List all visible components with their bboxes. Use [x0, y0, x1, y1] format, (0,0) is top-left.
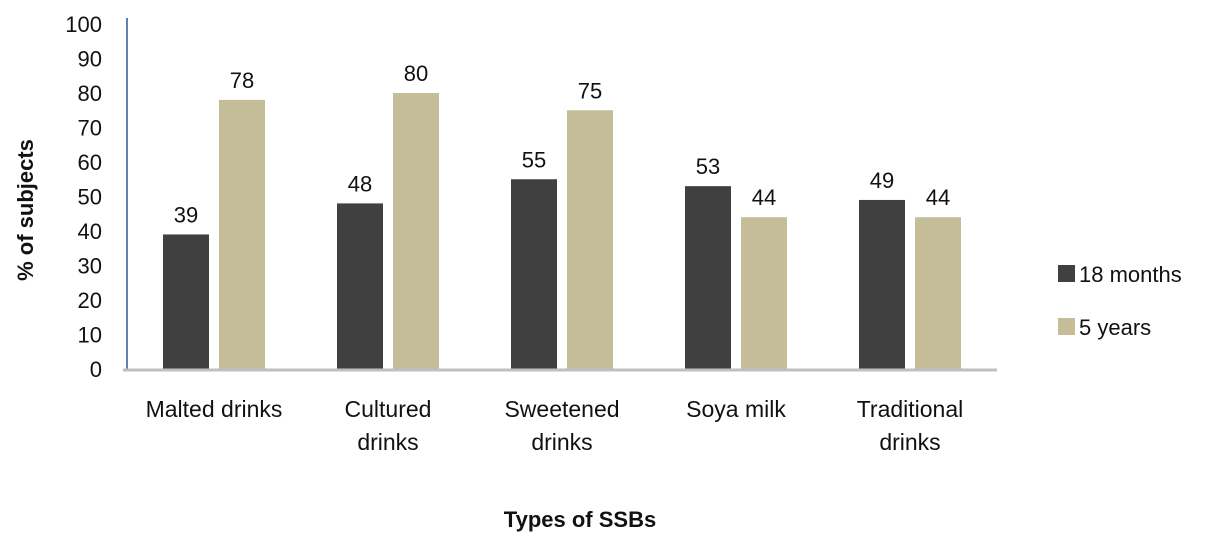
bar-5-years [393, 93, 439, 369]
legend: 18 months 5 years [1058, 262, 1182, 340]
y-axis: 0 10 20 30 40 50 60 70 80 90 100 [65, 12, 128, 382]
bar-5-years [741, 217, 787, 369]
x-category-label-line: Malted drinks [146, 396, 283, 422]
x-category-label: Cultured drinks [345, 396, 432, 455]
y-tick-label: 10 [78, 323, 102, 348]
bar-18-months [337, 203, 383, 369]
legend-swatch [1058, 265, 1075, 282]
x-category-label-line: Soya milk [686, 396, 786, 422]
y-tick-label: 90 [78, 47, 102, 72]
x-category-label-line: Cultured [345, 396, 432, 422]
data-label: 75 [578, 78, 602, 103]
y-tick-label: 80 [78, 81, 102, 106]
y-tick-label: 20 [78, 288, 102, 313]
bar-18-months [685, 186, 731, 369]
data-labels: 39 78 48 80 55 75 53 44 49 44 [174, 61, 950, 227]
data-label: 53 [696, 154, 720, 179]
bar-5-years [915, 217, 961, 369]
x-category-label-line: Sweetened [504, 396, 619, 422]
y-tick-label: 40 [78, 219, 102, 244]
x-category-label-line: Traditional [857, 396, 964, 422]
x-category-label: Traditional drinks [857, 396, 964, 455]
bar-18-months [511, 179, 557, 369]
data-label: 78 [230, 68, 254, 93]
x-axis-title: Types of SSBs [504, 507, 656, 532]
x-category-label: Sweetened drinks [504, 396, 619, 455]
bars [163, 93, 961, 370]
bar-5-years [567, 110, 613, 369]
y-tick-label: 60 [78, 150, 102, 175]
bar-5-years [219, 99, 265, 370]
y-tick-label: 70 [78, 116, 102, 141]
legend-label: 18 months [1079, 262, 1182, 287]
y-tick-label: 100 [65, 12, 102, 37]
bar-18-months [163, 234, 209, 369]
data-label: 55 [522, 147, 546, 172]
x-axis: Malted drinks Cultured drinks Sweetened drin… [123, 368, 997, 455]
y-tick-label: 50 [78, 185, 102, 210]
y-axis-title: % of subjects [13, 139, 38, 281]
legend-label: 5 years [1079, 315, 1151, 340]
x-category-label-line: drinks [357, 429, 418, 455]
data-label: 80 [404, 61, 428, 86]
x-category-label-line: drinks [879, 429, 940, 455]
bar-18-months [859, 199, 905, 369]
x-category-label: Soya milk [686, 396, 786, 422]
data-label: 44 [752, 185, 776, 210]
y-tick-label: 30 [78, 254, 102, 279]
x-category-label-line: drinks [531, 429, 592, 455]
data-label: 48 [348, 171, 372, 196]
data-label: 49 [870, 168, 894, 193]
data-label: 44 [926, 185, 950, 210]
legend-swatch [1058, 318, 1075, 335]
data-label: 39 [174, 202, 198, 227]
x-category-label: Malted drinks [146, 396, 283, 422]
y-tick-label: 0 [90, 357, 102, 382]
